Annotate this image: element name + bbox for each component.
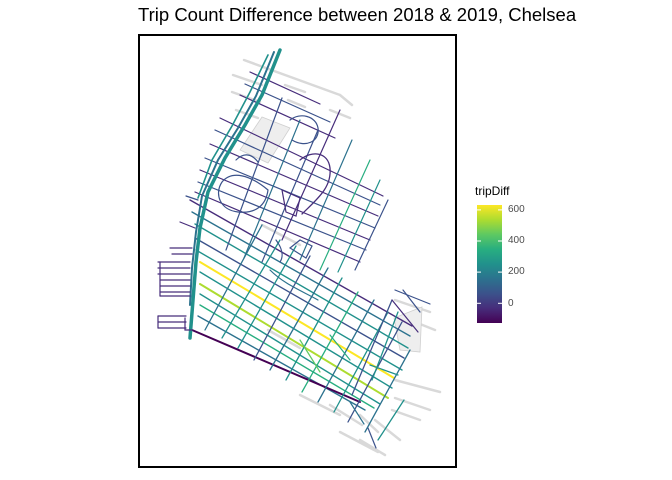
street-segment-16 (253, 255, 311, 361)
street-segment-71 (394, 289, 431, 305)
street-segment-65 (299, 153, 331, 215)
street-segment-29 (209, 143, 379, 217)
legend-title: tripDiff (475, 184, 510, 198)
street-segment-45 (188, 48, 282, 340)
street-segment-76 (367, 427, 377, 449)
street-segment-68 (235, 154, 259, 163)
street-segment-17 (269, 267, 329, 371)
street-segment-8 (199, 283, 389, 399)
street-segment-18 (285, 277, 343, 381)
street-segment-1 (189, 199, 413, 327)
street-segment-39 (261, 129, 319, 263)
street-segment-41 (299, 139, 353, 261)
street-segment-38 (243, 119, 301, 259)
street-segment-23 (364, 349, 411, 433)
street-segment-62 (184, 317, 193, 331)
legend-tick-200: 200 (508, 266, 525, 277)
street-segment-73 (402, 289, 421, 313)
street-segment-72 (391, 299, 419, 333)
street-segment-64 (289, 115, 319, 145)
street-segment-63 (217, 174, 269, 213)
street-segment-15 (237, 245, 297, 349)
street-segment-9 (199, 293, 381, 405)
street-segment-25 (351, 299, 393, 396)
street-segment-20 (317, 299, 375, 403)
street-segment-37 (225, 97, 283, 251)
street-segment-46 (189, 51, 275, 306)
street-segment-67 (269, 269, 319, 301)
street-segment-27 (219, 117, 384, 197)
street-segment-12 (191, 329, 361, 403)
map-frame (138, 34, 457, 468)
street-segment-42 (319, 159, 371, 271)
street-segment-66 (281, 188, 301, 217)
street-segment-78 (185, 195, 199, 201)
legend-tick-400: 400 (508, 235, 525, 246)
street-segments (157, 48, 431, 449)
street-segment-21 (333, 311, 389, 413)
legend-tick-0: 0 (508, 298, 514, 309)
street-segment-70 (288, 239, 313, 259)
legend-tick-600: 600 (508, 204, 525, 215)
street-segment-7 (199, 271, 393, 389)
street-segment-3 (194, 223, 409, 349)
street-segment-13 (204, 224, 263, 331)
street-segment-24 (377, 399, 405, 441)
street-segment-69 (275, 239, 283, 263)
street-segment-28 (214, 129, 381, 206)
street-segment-26 (371, 311, 399, 381)
street-segment-75 (349, 401, 365, 425)
street-segment-44 (354, 199, 389, 271)
street-segment-19 (301, 291, 359, 393)
street-segment-40 (281, 109, 341, 241)
map-title: Trip Count Difference between 2018 & 201… (138, 4, 577, 25)
legend-colorbar (477, 205, 502, 323)
street-segment-47 (197, 54, 269, 199)
street-segment-36 (249, 71, 321, 105)
street-segment-14 (221, 239, 281, 339)
street-segment-79 (329, 334, 351, 361)
street-segment-77 (179, 221, 196, 229)
street-segment-34 (239, 94, 336, 139)
legend-ticks (477, 209, 502, 304)
street-segment-80 (299, 339, 321, 373)
street-segment-43 (337, 179, 381, 273)
street-segment-74 (369, 364, 399, 376)
street-segment-4 (194, 237, 405, 359)
street-segment-6 (199, 261, 395, 379)
